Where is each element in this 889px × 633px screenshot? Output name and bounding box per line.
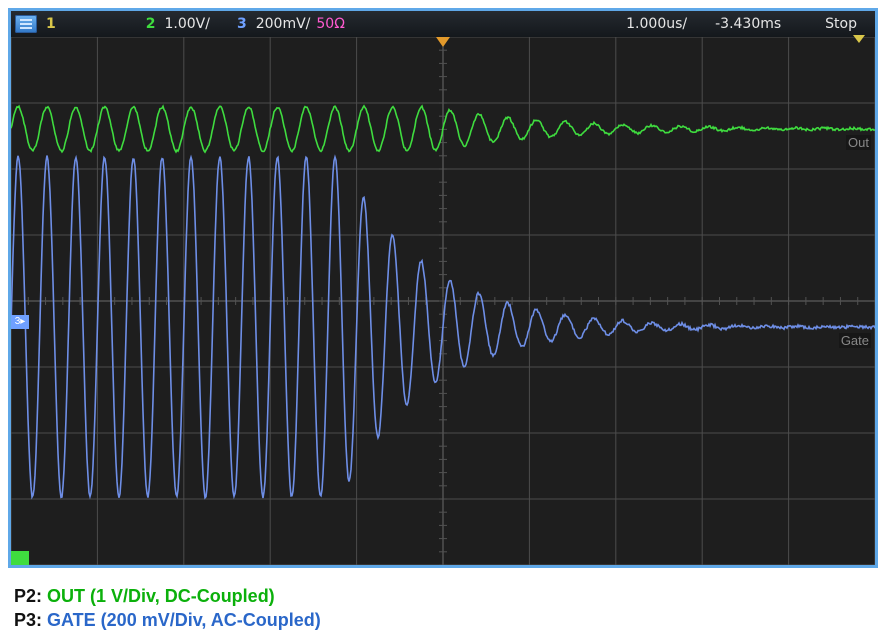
- menu-button[interactable]: [15, 15, 37, 33]
- legend-p2-text: OUT (1 V/Div, DC-Coupled): [47, 586, 275, 606]
- channel-2-indicator[interactable]: 2: [143, 16, 159, 32]
- channel-3-scale: 200mV/: [256, 16, 311, 32]
- waveform-display[interactable]: 3▸ Out Gate: [11, 37, 875, 565]
- trigger-marker-icon: [436, 37, 450, 47]
- impedance-value: 50Ω: [316, 16, 345, 32]
- legend-p3: P3: GATE (200 mV/Div, AC-Coupled): [14, 608, 877, 632]
- channel-3-ref-marker[interactable]: 3▸: [11, 315, 29, 329]
- trigger-delay-value: -3.430ms: [715, 16, 781, 32]
- out-signal-label: Out: [846, 135, 871, 150]
- channel-1-indicator[interactable]: 1: [43, 16, 59, 32]
- trigger-level-icon: [853, 35, 865, 43]
- graticule: [11, 37, 875, 565]
- legend-p2: P2: OUT (1 V/Div, DC-Coupled): [14, 584, 877, 608]
- channel-2-ref-marker[interactable]: [11, 551, 29, 565]
- legend-p3-text: GATE (200 mV/Div, AC-Coupled): [47, 610, 321, 630]
- oscilloscope-frame: 1 2 1.00V/ 3 200mV/ 50Ω 1.000us/ -3.430m…: [8, 8, 878, 568]
- channel-3-indicator[interactable]: 3: [234, 16, 250, 32]
- legend: P2: OUT (1 V/Div, DC-Coupled) P3: GATE (…: [14, 584, 877, 633]
- channel-2-scale: 1.00V/: [165, 16, 210, 32]
- legend-p3-prefix: P3:: [14, 610, 47, 630]
- legend-p2-prefix: P2:: [14, 586, 47, 606]
- run-state[interactable]: Stop: [825, 16, 857, 32]
- gate-signal-label: Gate: [839, 333, 871, 348]
- timebase-value: 1.000us/: [626, 16, 687, 32]
- scope-top-bar: 1 2 1.00V/ 3 200mV/ 50Ω 1.000us/ -3.430m…: [11, 11, 875, 37]
